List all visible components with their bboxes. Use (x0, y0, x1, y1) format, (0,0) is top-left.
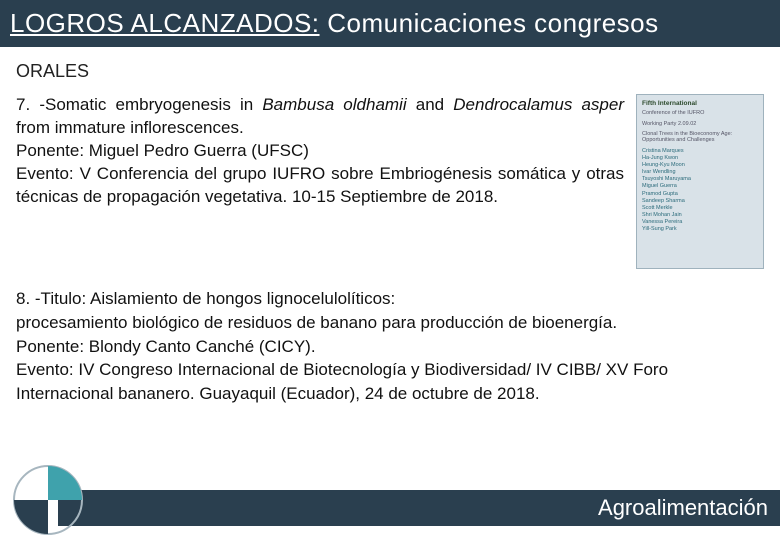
poster-tagline: Clonal Trees in the Bioeconomy Age: Oppo… (642, 131, 758, 144)
footer-bar: Agroalimentación (58, 490, 780, 526)
entry-7-text: 7. -Somatic embryogenesis in Bambusa old… (16, 94, 624, 269)
page-title-bar: LOGROS ALCANZADOS: Comunicaciones congre… (0, 0, 780, 47)
section-label-orales: ORALES (16, 61, 764, 82)
entry7-prefix: 7. -Somatic embryogenesis in (16, 95, 262, 114)
entry7-ponente: Miguel Pedro Guerra (UFSC) (89, 141, 309, 160)
footer-label: Agroalimentación (598, 495, 768, 521)
footer: Agroalimentación (0, 468, 780, 540)
poster-sub2: Working Party 2.09.02 (642, 121, 758, 127)
title-underlined: LOGROS ALCANZADOS: (10, 8, 320, 38)
entry7-evento-label: Evento: (16, 164, 80, 183)
poster-sub1: Conference of the IUFRO (642, 110, 758, 116)
entry7-italic1: Bambusa oldhamii (262, 95, 406, 114)
entry8-ponente-label: Ponente: (16, 337, 89, 356)
entry8-evento: IV Congreso Internacional de Biotecnolog… (16, 360, 668, 403)
entry8-line2: procesamiento biológico de residuos de b… (16, 313, 617, 332)
poster-thumbnail: Fifth International Conference of the IU… (636, 94, 764, 269)
entry7-italic2: Dendrocalamus asper (453, 95, 624, 114)
entry7-evento: V Conferencia del grupo IUFRO sobre Embr… (16, 164, 624, 206)
poster-head: Fifth International (642, 100, 758, 107)
entry7-after: from immature inflorescences. (16, 118, 244, 137)
entry8-ponente: Blondy Canto Canché (CICY). (89, 337, 316, 356)
entry8-line1: 8. -Titulo: Aislamiento de hongos lignoc… (16, 289, 395, 308)
entry7-mid: and (407, 95, 454, 114)
entry-7-row: 7. -Somatic embryogenesis in Bambusa old… (16, 94, 764, 269)
entry8-evento-label: Evento: (16, 360, 78, 379)
entry-8-text: 8. -Titulo: Aislamiento de hongos lignoc… (16, 287, 764, 406)
title-rest: Comunicaciones congresos (320, 8, 659, 38)
entry7-ponente-label: Ponente: (16, 141, 89, 160)
poster-names: Cristina MarquesHa-Jung KwonHeung-Kyu Mo… (642, 148, 758, 234)
logo-icon (12, 464, 84, 536)
content-area: ORALES 7. -Somatic embryogenesis in Bamb… (0, 47, 780, 406)
